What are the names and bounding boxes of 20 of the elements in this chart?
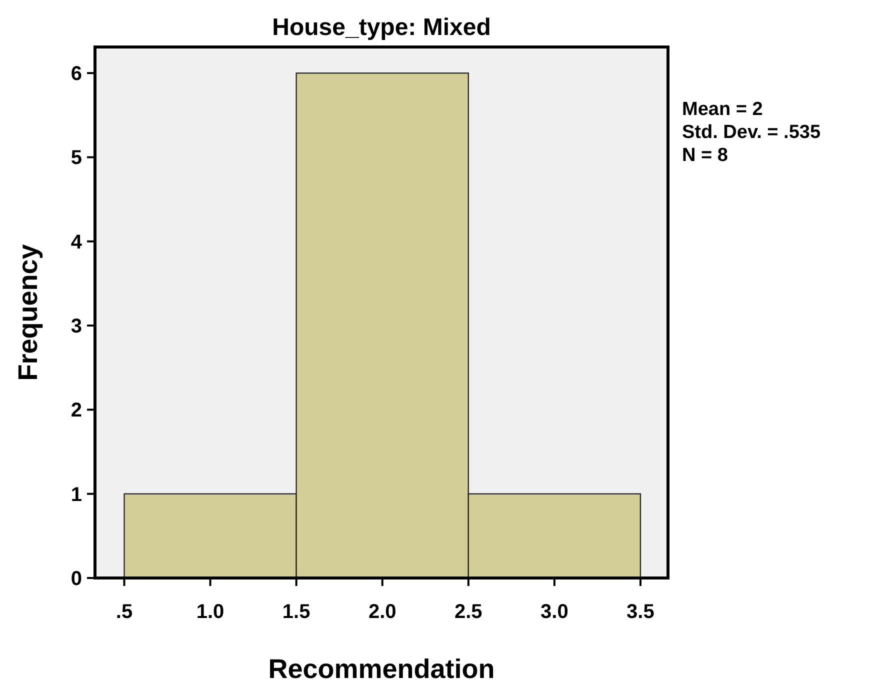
y-axis-title: Frequency bbox=[13, 244, 43, 381]
text: N = 8 bbox=[682, 145, 728, 166]
y-tick-label: 5 bbox=[70, 147, 82, 170]
text: Std. Dev. = .535 bbox=[682, 122, 821, 143]
x-tick-label: 2.0 bbox=[368, 601, 396, 623]
y-tick-label: 2 bbox=[70, 400, 82, 422]
y-tick-label: 6 bbox=[70, 63, 82, 86]
y-tick-label: 0 bbox=[70, 568, 82, 590]
y-tick-label: 4 bbox=[70, 231, 83, 254]
x-tick-label: 3.5 bbox=[626, 601, 654, 623]
x-tick-label: 2.5 bbox=[454, 601, 482, 623]
x-axis-title: Recommendation bbox=[268, 654, 495, 684]
y-tick-label: 1 bbox=[70, 484, 82, 506]
x-tick-label: 3.0 bbox=[540, 601, 568, 623]
text: Mean = 2 bbox=[682, 99, 763, 120]
chart-title: House_type: Mixed bbox=[272, 14, 491, 41]
x-tick-label: 1.5 bbox=[282, 601, 310, 623]
x-tick-label: 1.0 bbox=[196, 601, 224, 623]
x-tick-label: .5 bbox=[116, 601, 133, 623]
y-tick-label: 3 bbox=[70, 316, 82, 338]
